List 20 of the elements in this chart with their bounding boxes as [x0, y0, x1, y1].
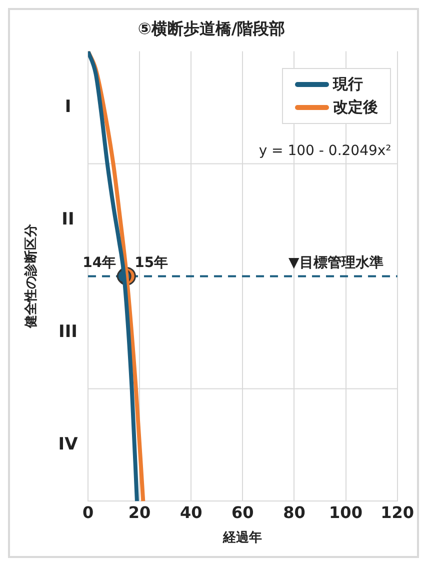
x-tick-label: 20 [128, 502, 151, 522]
chart-title: ⑤横断歩道橋/階段部 [138, 18, 286, 38]
y-axis-title: 健全性の診断区分 [23, 223, 40, 330]
annotation: 15年 [134, 254, 168, 271]
x-tick-label: 60 [232, 502, 254, 522]
x-tick-label: 100 [329, 502, 362, 522]
x-axis-title: 経過年 [222, 530, 262, 546]
annotation: y = 100 - 0.2049x² [258, 142, 392, 159]
legend-label: 改定後 [333, 98, 378, 117]
text: IV [58, 434, 79, 454]
text: I [64, 96, 72, 117]
x-tick-label: 80 [283, 502, 306, 522]
annotation: 14年 [82, 254, 116, 271]
ref-line-label: ▼目標管理水準 [288, 254, 384, 271]
text: III [58, 322, 78, 342]
x-tick-label: 40 [180, 502, 202, 522]
x-tick-label: 120 [380, 502, 414, 522]
x-tick-label: 0 [82, 502, 94, 522]
text: II [62, 209, 74, 230]
legend-label: 現行 [333, 75, 363, 94]
